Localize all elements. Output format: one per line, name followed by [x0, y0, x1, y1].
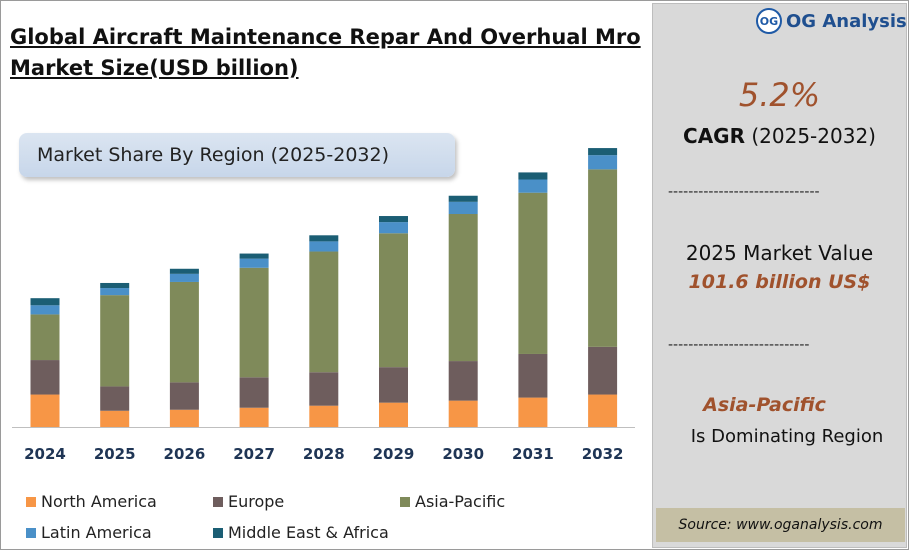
legend-item-asia-pacific: Asia-Pacific — [400, 492, 505, 511]
bar-segment-north-america-2026 — [169, 409, 199, 427]
logo-text: OG Analysis — [786, 10, 907, 32]
bar-segment-europe-2028 — [309, 372, 339, 406]
bar-segment-middle-east-africa-2027 — [239, 253, 269, 259]
x-tick-label: 2031 — [512, 445, 554, 463]
stacked-bar-chart: 2024 2025 2026 2027 2028 2029 2030 2031 2032 — [12, 148, 635, 463]
legend-swatch — [213, 496, 223, 507]
market-value: 101.6 billion US$ — [688, 271, 871, 293]
bar-segment-north-america-2031 — [518, 397, 548, 427]
legend-item-europe: Europe — [213, 492, 284, 511]
og-analysis-logo: OG OG Analysis — [756, 8, 907, 34]
bar-segment-latin-america-2025 — [100, 288, 130, 296]
bar-segment-north-america-2030 — [448, 400, 478, 427]
bar-segment-middle-east-africa-2032 — [588, 148, 618, 156]
legend-swatch — [213, 527, 223, 538]
dominating-label: Is Dominating Region — [690, 426, 884, 447]
legend-swatch — [400, 496, 410, 507]
divider: ---------------------------- — [668, 337, 810, 353]
bar-segment-latin-america-2027 — [239, 258, 269, 268]
bar-segment-europe-2032 — [588, 346, 618, 395]
bar-segment-middle-east-africa-2028 — [309, 235, 339, 242]
bar-segment-middle-east-africa-2029 — [379, 216, 408, 223]
bar-segment-asia-pacific-2031 — [518, 192, 548, 354]
region-share-banner: Market Share By Region (2025-2032) — [19, 133, 455, 177]
bar-segment-middle-east-africa-2025 — [100, 282, 130, 289]
x-tick-label: 2028 — [303, 445, 345, 463]
bar-segment-europe-2026 — [169, 382, 199, 410]
dominating-region: Asia-Pacific — [703, 394, 826, 416]
legend-swatch — [26, 496, 36, 507]
bar-segment-north-america-2027 — [239, 407, 269, 427]
bar-segment-north-america-2032 — [588, 394, 618, 427]
bar-segment-north-america-2029 — [379, 402, 408, 427]
legend-label: Latin America — [41, 523, 152, 542]
bar-segment-asia-pacific-2032 — [588, 169, 618, 347]
source-credit: Source: www.oganalysis.com — [656, 508, 905, 542]
divider: ------------------------------ — [668, 184, 820, 200]
legend-label: Asia-Pacific — [415, 492, 506, 511]
bar-segment-latin-america-2030 — [448, 201, 478, 214]
bar-segment-europe-2025 — [100, 386, 130, 411]
legend-swatch — [26, 527, 36, 538]
market-value-label: 2025 Market Value — [685, 241, 874, 265]
bar-segment-asia-pacific-2025 — [100, 295, 130, 387]
bar-segment-asia-pacific-2030 — [448, 214, 478, 362]
bar-segment-latin-america-2031 — [518, 179, 548, 193]
legend-item-middle-east-africa: Middle East & Africa — [213, 523, 389, 542]
legend-label: North America — [41, 492, 157, 511]
legend-label: Europe — [228, 492, 285, 511]
cagr-label-text: CAGR — [683, 124, 745, 148]
bar-segment-asia-pacific-2028 — [309, 251, 339, 373]
bar-segment-middle-east-africa-2030 — [448, 195, 478, 202]
bar-segment-north-america-2025 — [100, 410, 130, 427]
x-tick-label: 2030 — [442, 445, 484, 463]
logo-mark-icon: OG — [756, 8, 782, 34]
bar-segment-asia-pacific-2026 — [169, 281, 199, 383]
bar-segment-latin-america-2029 — [379, 222, 408, 234]
bar-segment-europe-2031 — [518, 353, 548, 398]
x-tick-label: 2026 — [164, 445, 206, 463]
chart-title: Global Aircraft Maintenance Repar And Ov… — [10, 25, 641, 80]
bar-segment-europe-2029 — [379, 367, 408, 403]
bar-segment-middle-east-africa-2024 — [30, 298, 60, 306]
cagr-label: CAGR (2025-2032) — [652, 124, 907, 148]
legend-item-latin-america: Latin America — [26, 523, 152, 542]
x-tick-label: 2024 — [24, 445, 66, 463]
cagr-value: 5.2% — [738, 76, 821, 114]
bar-segment-latin-america-2032 — [588, 155, 618, 170]
x-tick-label: 2032 — [582, 445, 624, 463]
bar-segment-europe-2024 — [30, 360, 60, 395]
bar-segment-latin-america-2026 — [169, 273, 199, 282]
bar-segment-middle-east-africa-2026 — [169, 268, 199, 274]
x-tick-label: 2025 — [94, 445, 136, 463]
summary-panel — [652, 3, 907, 548]
legend-label: Middle East & Africa — [228, 523, 389, 542]
cagr-period: (2025-2032) — [751, 124, 876, 148]
x-tick-label: 2027 — [233, 445, 275, 463]
bar-segment-north-america-2024 — [30, 394, 60, 427]
bar-segment-asia-pacific-2029 — [379, 233, 408, 368]
x-tick-label: 2029 — [373, 445, 415, 463]
bar-segment-europe-2030 — [448, 361, 478, 401]
bar-segment-latin-america-2024 — [30, 305, 60, 315]
bar-segment-asia-pacific-2027 — [239, 267, 269, 378]
bar-segment-asia-pacific-2024 — [30, 314, 60, 361]
bar-segment-latin-america-2028 — [309, 241, 339, 252]
legend-item-north-america: North America — [26, 492, 157, 511]
bar-segment-europe-2027 — [239, 377, 269, 408]
bar-segment-middle-east-africa-2031 — [518, 172, 548, 180]
bar-segment-north-america-2028 — [309, 405, 339, 427]
